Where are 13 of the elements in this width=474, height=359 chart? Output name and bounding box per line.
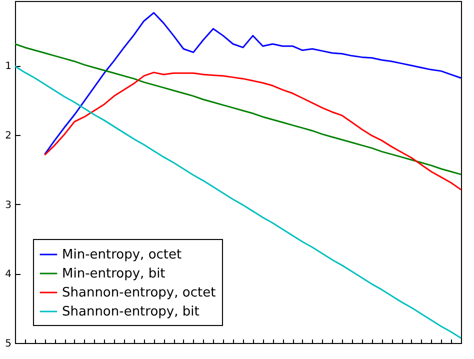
line-series bbox=[44, 12, 462, 156]
y-tick-label: 1 bbox=[5, 61, 12, 72]
y-tick-label: 2 bbox=[5, 130, 12, 142]
line-series bbox=[14, 43, 462, 176]
legend-label: Shannon-entropy, octet bbox=[62, 286, 216, 300]
y-tick-label: 5 bbox=[5, 338, 12, 350]
legend-label: Min-entropy, bit bbox=[62, 266, 166, 282]
y-tick-label: 3 bbox=[5, 200, 12, 211]
legend-label: Shannon-entropy, bit bbox=[62, 304, 200, 320]
line-series bbox=[44, 72, 462, 190]
legend-label: Min-entropy, octet bbox=[62, 248, 182, 262]
line-series bbox=[14, 65, 462, 339]
y-tick-label: 4 bbox=[5, 269, 12, 280]
